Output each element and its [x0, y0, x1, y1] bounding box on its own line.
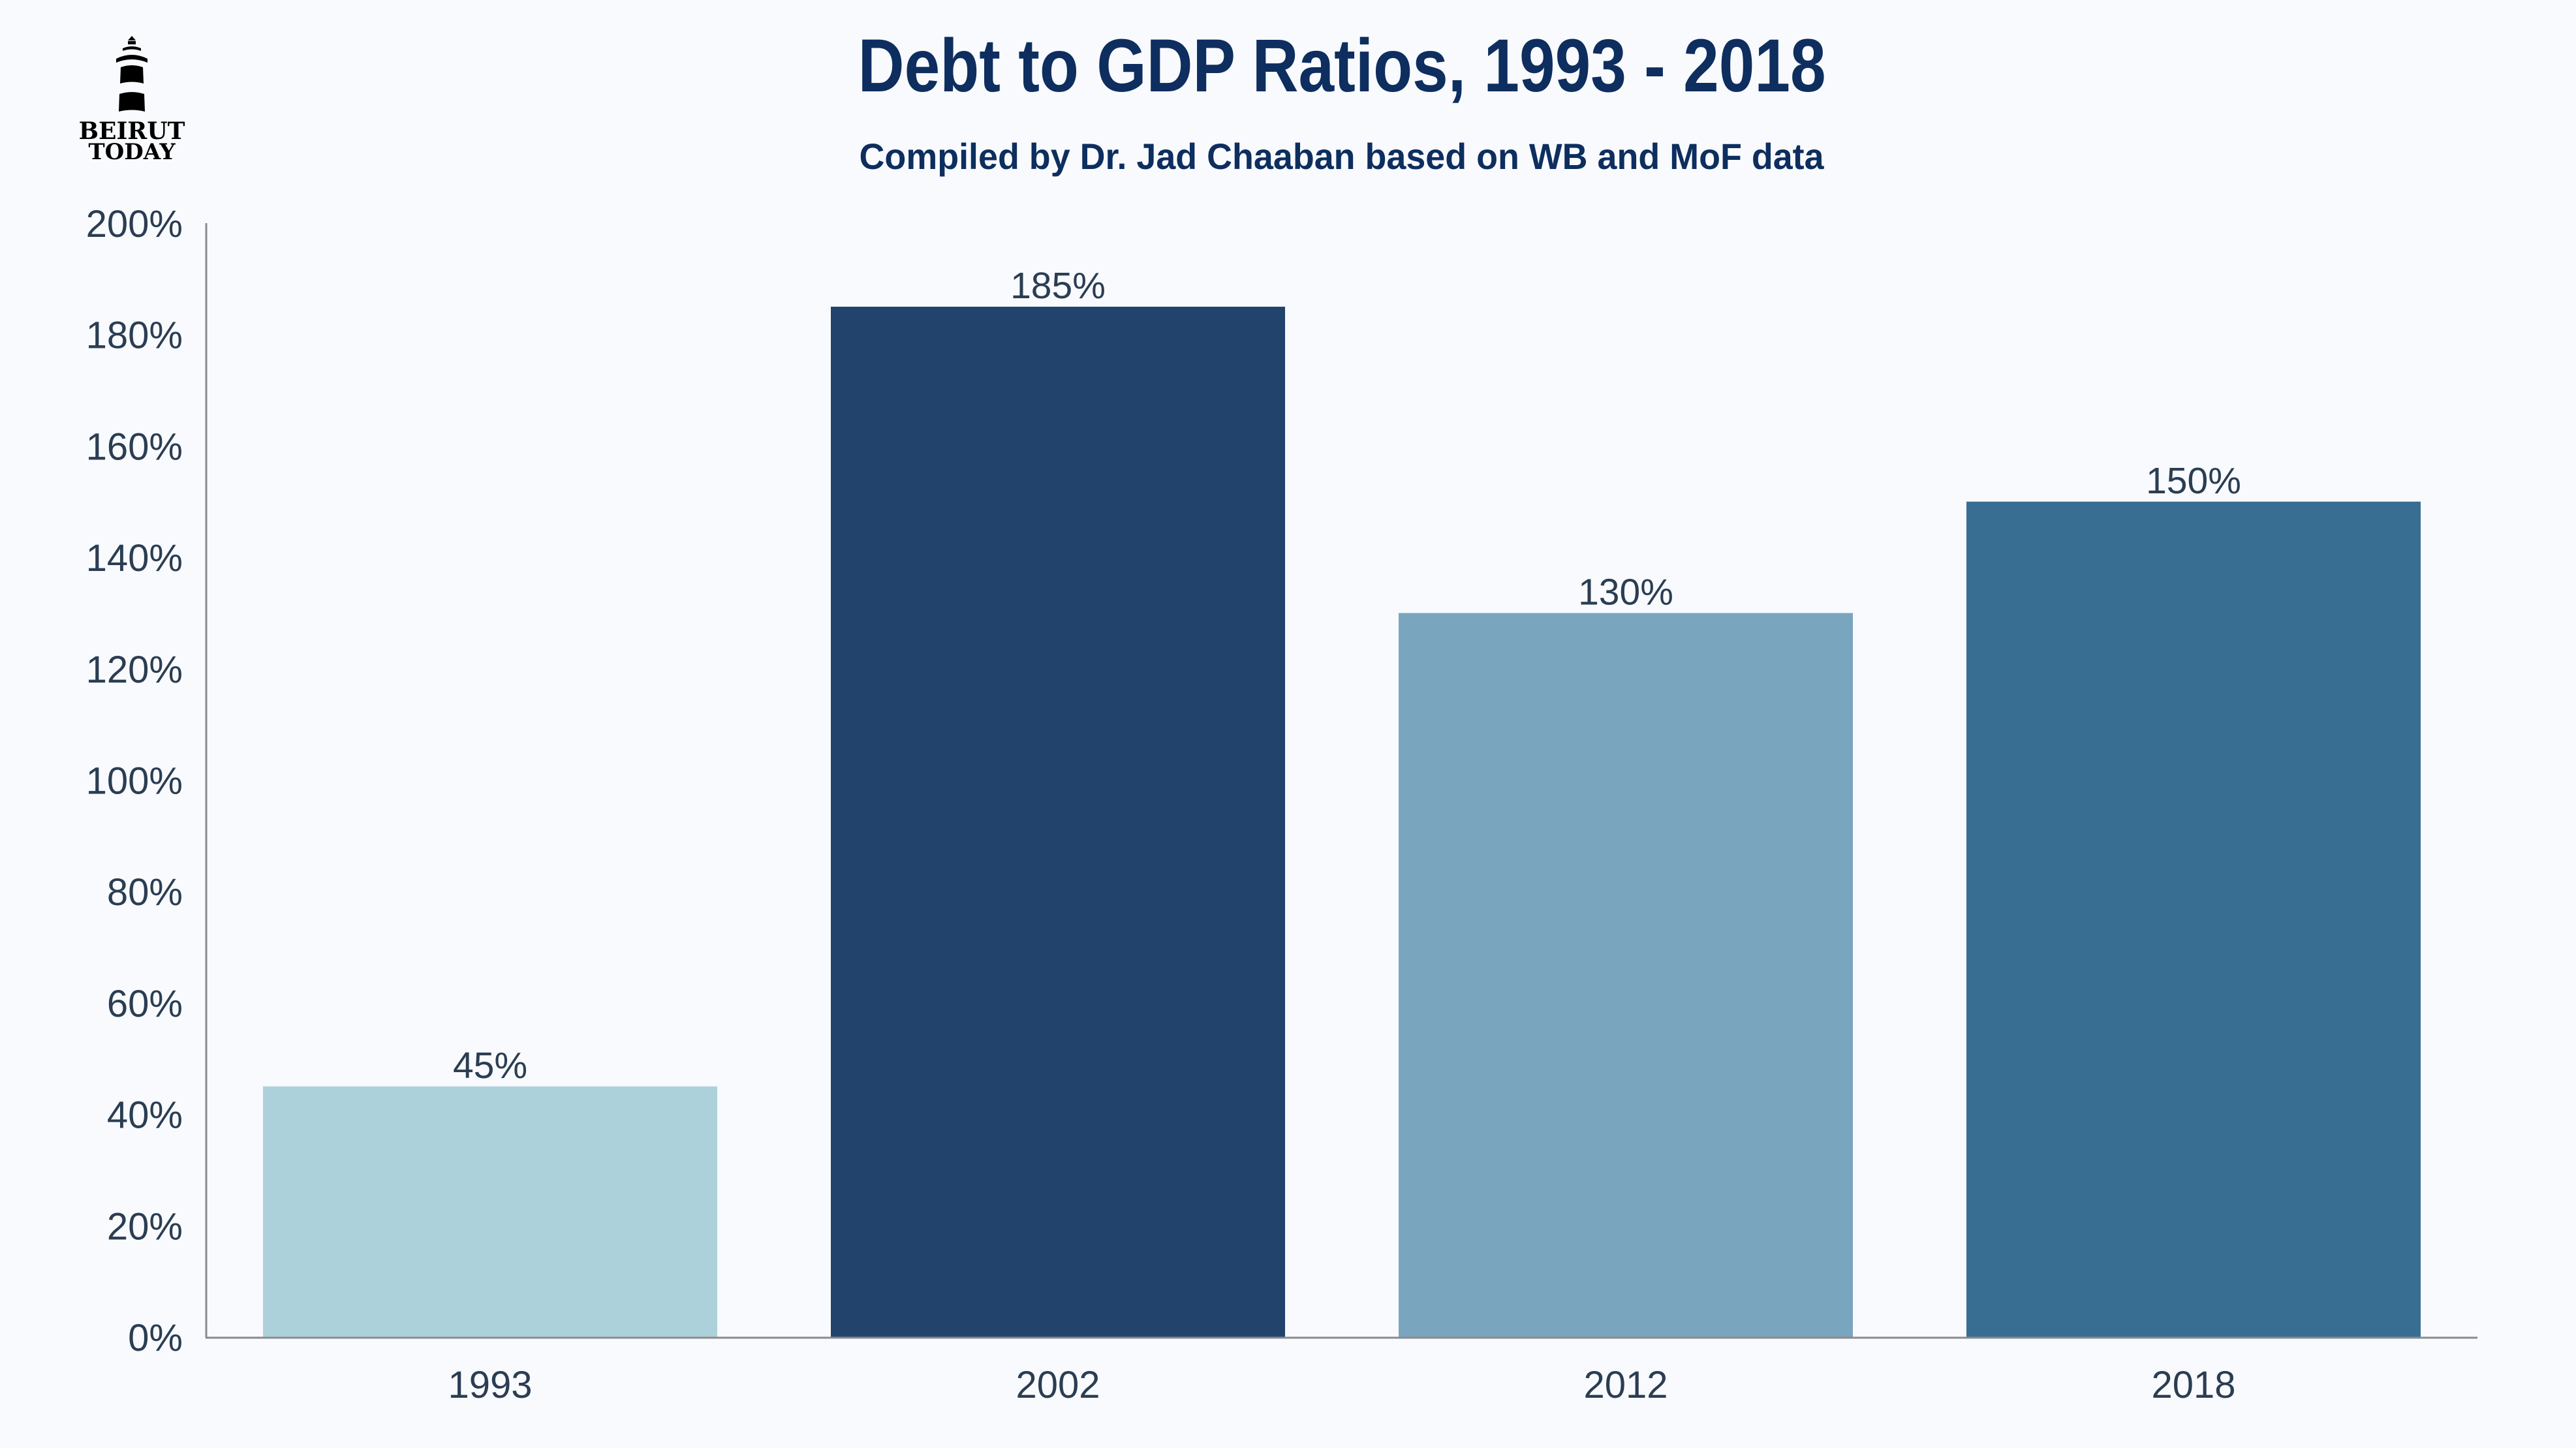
bar-1993 [263, 1086, 717, 1337]
y-tick-label-20: 20% [107, 1205, 183, 1248]
logo-text-beirut: BEIRUT [78, 117, 185, 145]
x-tick-label-1993: 1993 [448, 1364, 532, 1406]
data-label-2018: 150% [2146, 460, 2241, 502]
y-tick-label-200: 200% [86, 203, 183, 245]
logo-text-today: TODAY [88, 139, 176, 165]
y-tick-label-120: 120% [86, 649, 183, 691]
y-axis-tick-labels: 0% 20% 40% 60% 80% 100% 120% 140% 160% 180% 200% [86, 203, 183, 1359]
x-tick-label-2018: 2018 [2151, 1364, 2235, 1406]
chart-subtitle-container: Compiled by Dr. Jad Chaaban based on WB … [0, 138, 2576, 175]
lighthouse-icon [116, 36, 147, 112]
bars-group [263, 307, 2421, 1338]
y-tick-label-80: 80% [107, 871, 183, 914]
x-tick-label-2002: 2002 [1016, 1364, 1100, 1406]
bar-2018 [1966, 501, 2421, 1337]
chart-title: Debt to GDP Ratios, 1993 - 2018 [858, 24, 1826, 108]
y-tick-label-180: 180% [86, 315, 183, 357]
y-tick-label-140: 140% [86, 537, 183, 579]
x-tick-label-2012: 2012 [1583, 1364, 1668, 1406]
bar-2002 [831, 307, 1285, 1337]
x-axis-tick-labels: 1993 2002 2012 2018 [448, 1364, 2235, 1406]
y-tick-label-60: 60% [107, 983, 183, 1025]
bar-2012 [1399, 613, 1853, 1338]
beirut-today-logo: BEIRUT TODAY [73, 33, 191, 166]
chart-title-container: Debt to GDP Ratios, 1993 - 2018 [0, 29, 2576, 104]
y-tick-label-0: 0% [128, 1317, 183, 1359]
chart-subtitle: Compiled by Dr. Jad Chaaban based on WB … [859, 136, 1824, 177]
data-label-2012: 130% [1578, 571, 1673, 613]
y-tick-label-160: 160% [86, 425, 183, 468]
data-labels-group: 45% 185% 130% 150% [453, 265, 2241, 1086]
data-label-1993: 45% [453, 1045, 527, 1086]
y-tick-label-100: 100% [86, 760, 183, 803]
data-label-2002: 185% [1010, 265, 1106, 307]
y-tick-label-40: 40% [107, 1094, 183, 1137]
